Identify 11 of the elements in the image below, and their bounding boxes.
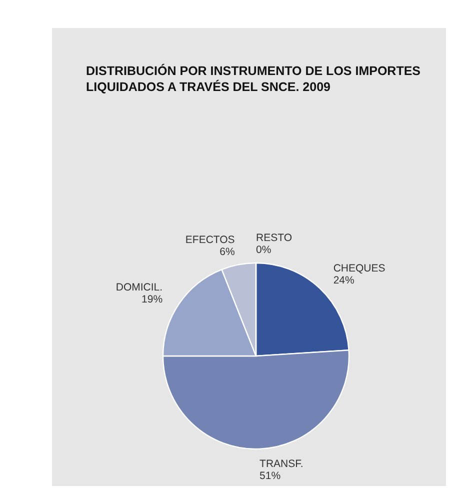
slice-label: CHEQUES — [333, 262, 386, 275]
data-label: 19% — [142, 293, 163, 306]
slice-label: DOMICIL. — [116, 281, 163, 294]
slice-label: TRANSF. — [260, 458, 304, 470]
data-label: 24% — [333, 274, 354, 287]
data-label: 6% — [220, 246, 235, 258]
text: 0% — [256, 244, 272, 256]
category-label: RESTO — [256, 232, 292, 244]
data-label: 51% — [260, 470, 281, 482]
slice-label: EFECTOS — [185, 234, 235, 246]
chart-title: DISTRIBUCIÓN POR INSTRUMENTO DE LOS IMPORTES LIQUIDADOS A TRAVÉS DEL SNCE. 2009 — [86, 63, 421, 94]
